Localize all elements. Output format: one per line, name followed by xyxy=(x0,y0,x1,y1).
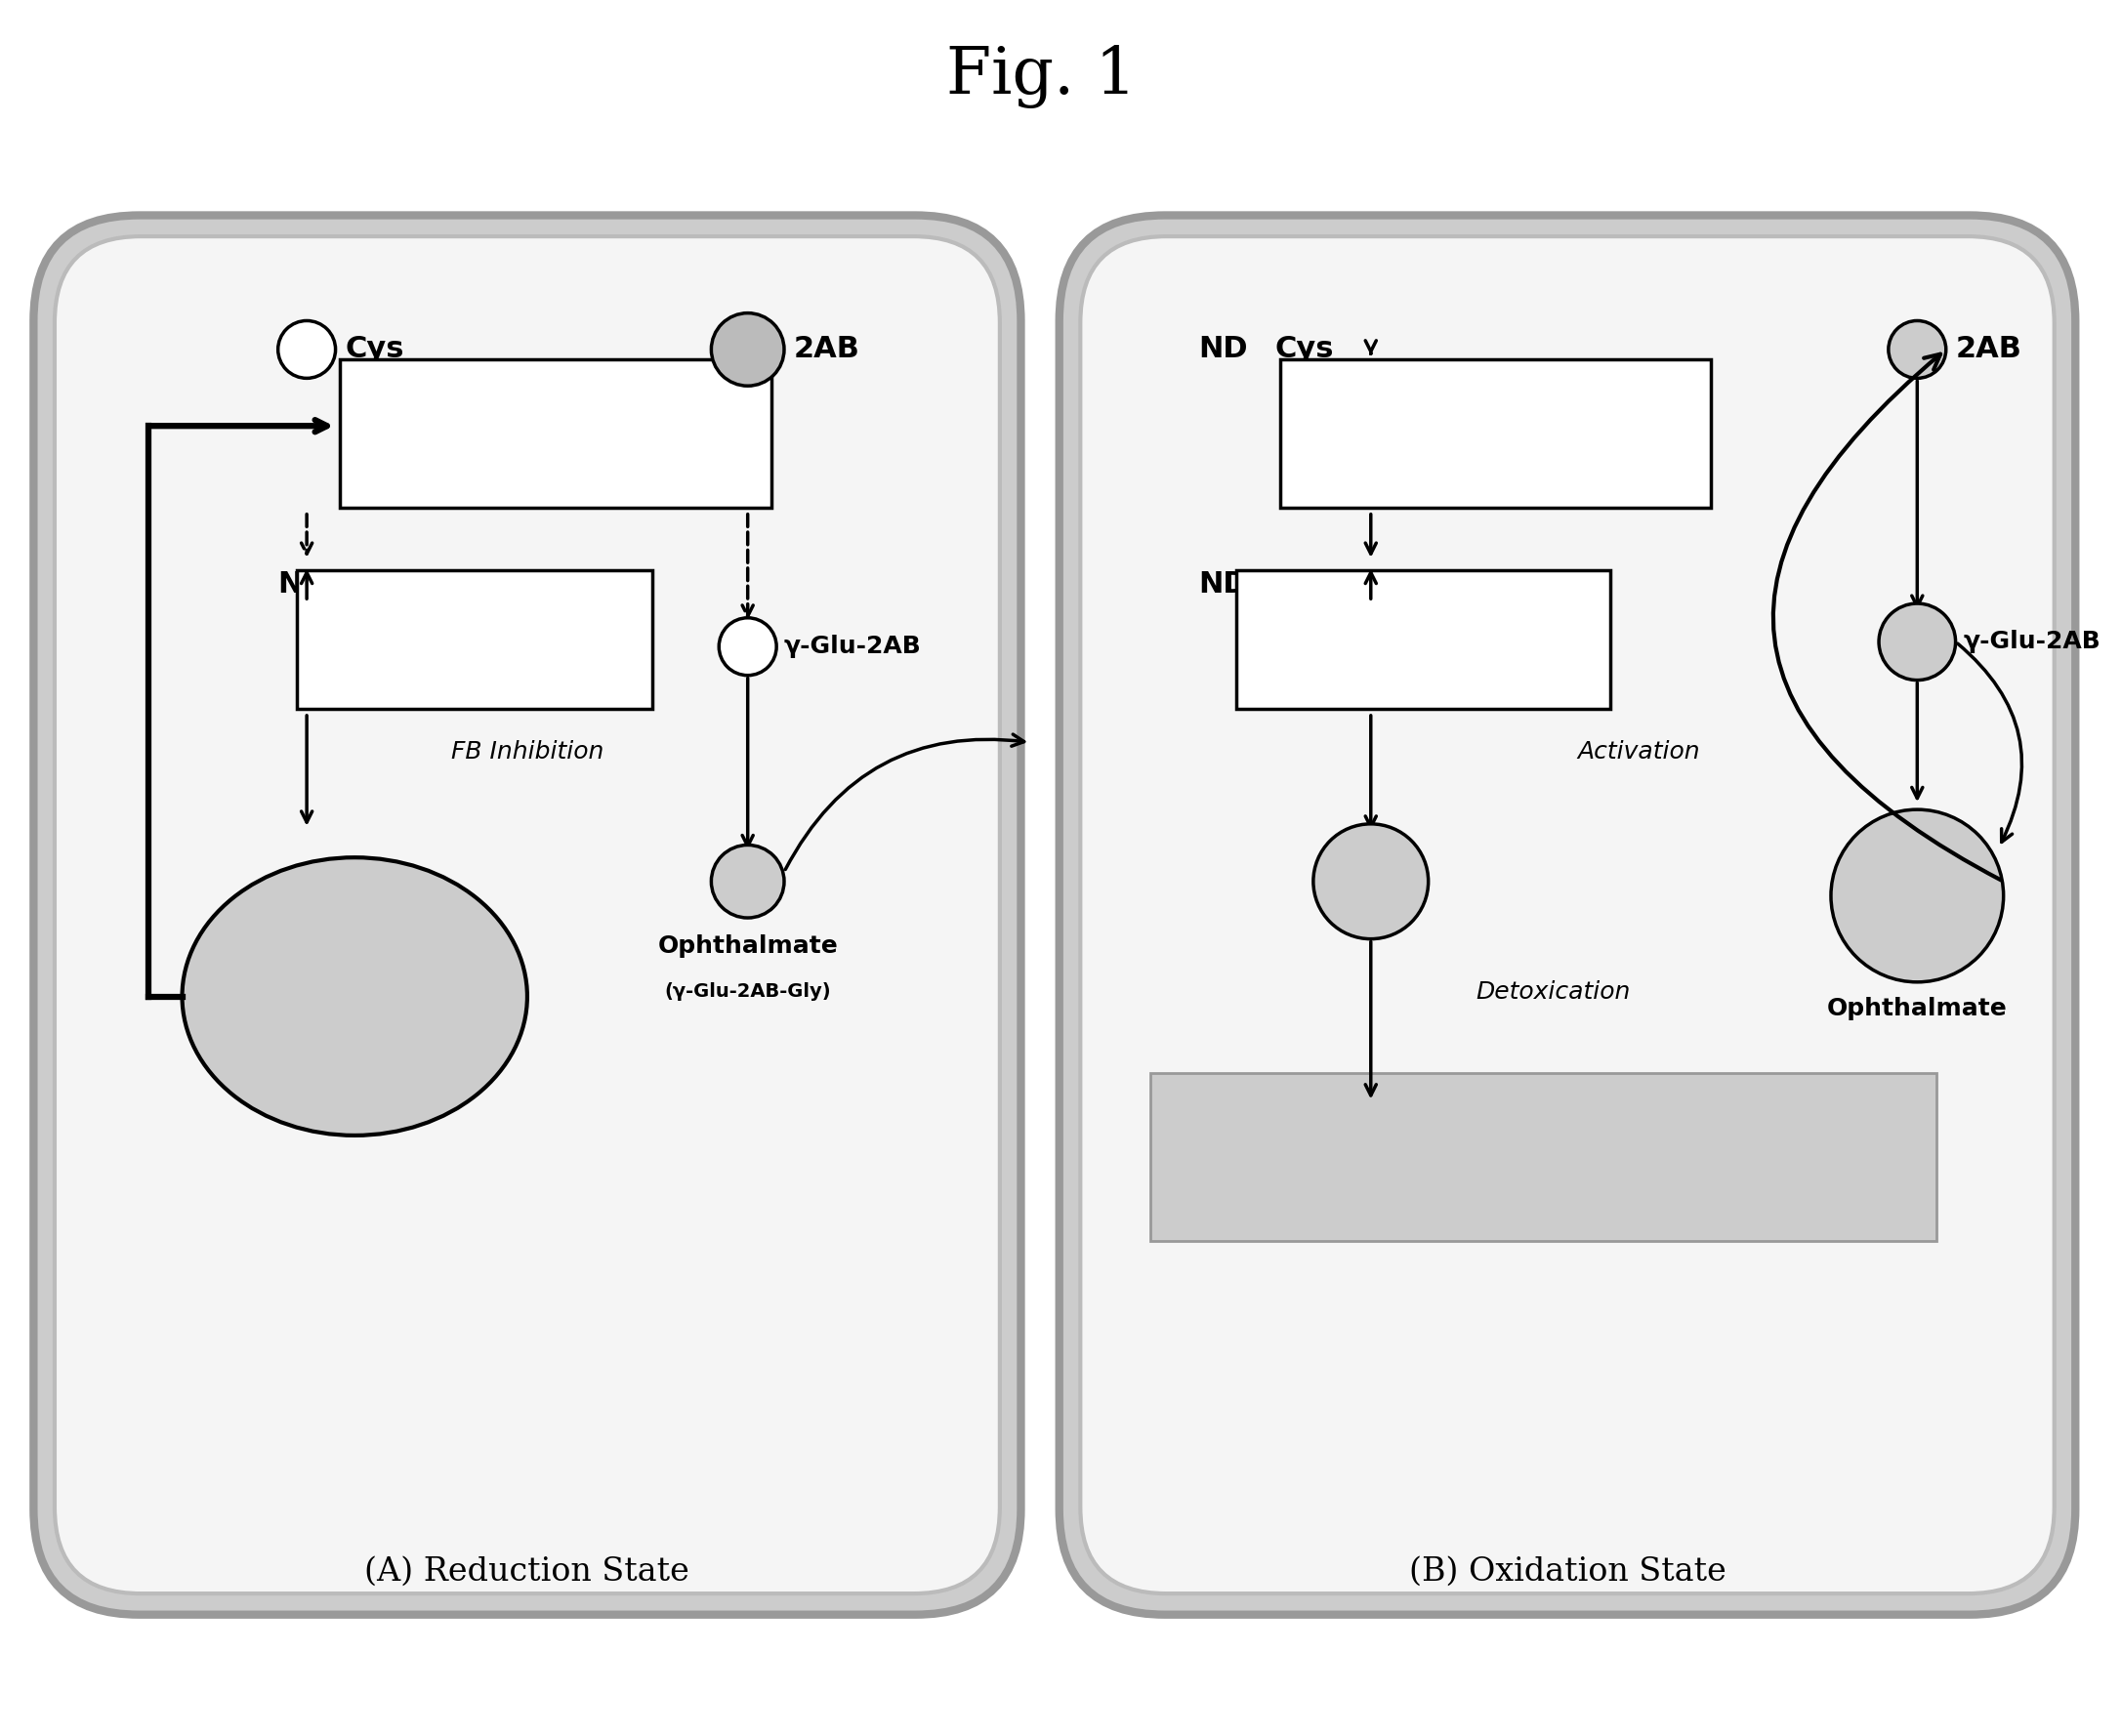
Text: γ-Glu-2AB: γ-Glu-2AB xyxy=(785,635,923,658)
FancyBboxPatch shape xyxy=(34,215,1020,1614)
Bar xyxy=(1237,569,1610,708)
Text: γ-Glu-Cys: γ-Glu-Cys xyxy=(346,569,505,599)
Bar xyxy=(1150,1073,1936,1241)
Circle shape xyxy=(711,312,785,385)
Text: Glutathione: Glutathione xyxy=(392,608,556,630)
Text: FB Inhibition: FB Inhibition xyxy=(452,740,604,764)
Text: γ-Glutamylcysteine: γ-Glutamylcysteine xyxy=(422,399,689,424)
Text: ND: ND xyxy=(278,569,327,599)
Circle shape xyxy=(1313,825,1427,939)
Text: Cys: Cys xyxy=(1275,335,1334,363)
Text: Activation: Activation xyxy=(1578,740,1701,764)
Text: (γ-Glu-Cys-Gly): (γ-Glu-Cys-Gly) xyxy=(267,1014,441,1033)
Text: Electrophiles,: Electrophiles, xyxy=(1430,1109,1659,1137)
Text: GSH: GSH xyxy=(316,951,392,984)
Text: Fig. 1: Fig. 1 xyxy=(946,45,1137,108)
Text: Synthetase: Synthetase xyxy=(1417,455,1574,477)
Text: Synthetase: Synthetase xyxy=(397,658,551,682)
Text: Ophthalmate: Ophthalmate xyxy=(1826,996,2006,1021)
Text: (A) Reduction State: (A) Reduction State xyxy=(365,1555,689,1587)
Text: GSH: GSH xyxy=(1343,870,1400,892)
Text: Synthetase: Synthetase xyxy=(1345,658,1502,682)
Text: γ-Glu-2AB: γ-Glu-2AB xyxy=(1964,630,2100,653)
Circle shape xyxy=(1888,321,1945,378)
Text: Cys: Cys xyxy=(346,335,405,363)
Text: 2AB: 2AB xyxy=(793,335,859,363)
Text: Active Oxygen (H$_2$O$_2$), and the like: Active Oxygen (H$_2$O$_2$), and the like xyxy=(1254,1177,1833,1210)
Bar xyxy=(297,569,651,708)
Text: γ-Glu-Cys: γ-Glu-Cys xyxy=(1266,569,1427,599)
FancyBboxPatch shape xyxy=(1080,236,2055,1594)
Text: Ophthalmate: Ophthalmate xyxy=(658,936,838,958)
Bar xyxy=(339,359,772,507)
Text: ND: ND xyxy=(1198,335,1247,363)
FancyBboxPatch shape xyxy=(1058,215,2074,1614)
Text: 2AB: 2AB xyxy=(1956,335,2021,363)
Ellipse shape xyxy=(182,858,528,1135)
Text: (γ-Glu-2AB-Gly): (γ-Glu-2AB-Gly) xyxy=(664,983,831,1002)
Text: (B) Oxidation State: (B) Oxidation State xyxy=(1408,1555,1726,1587)
Circle shape xyxy=(1830,809,2004,983)
Circle shape xyxy=(711,845,785,918)
Text: Detoxication: Detoxication xyxy=(1476,979,1631,1003)
Bar xyxy=(1279,359,1712,507)
Circle shape xyxy=(278,321,335,378)
Text: Synthetase: Synthetase xyxy=(477,455,634,477)
Text: Glutathione: Glutathione xyxy=(1343,608,1506,630)
Circle shape xyxy=(719,618,776,675)
Text: ND: ND xyxy=(1198,569,1247,599)
FancyBboxPatch shape xyxy=(55,236,999,1594)
Circle shape xyxy=(1879,604,1956,681)
Text: γ-Glutamylcysteine: γ-Glutamylcysteine xyxy=(1362,399,1629,424)
